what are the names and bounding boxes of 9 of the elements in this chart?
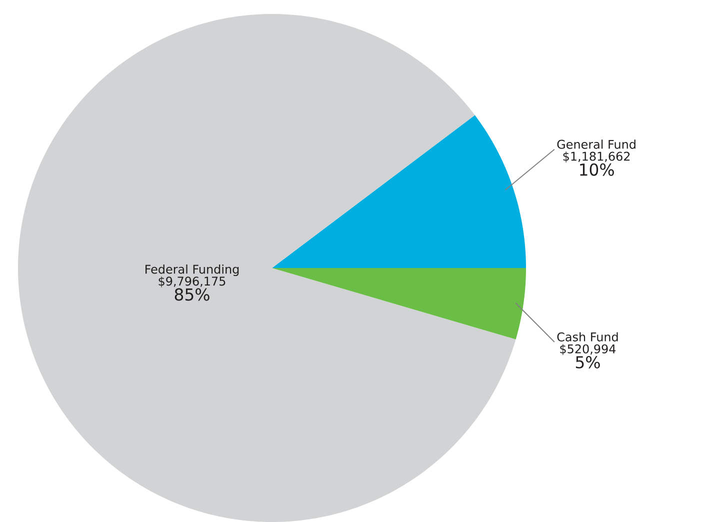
data-label: $520,994 [560,344,616,355]
data-label: $9,796,175 [158,276,226,288]
slice-label: Cash Fund [557,332,618,342]
text: 5% [576,356,600,368]
text: 10% [580,163,614,176]
text: 85% [174,288,210,301]
data-label: $1,181,662 [563,152,630,162]
slice-label: General Fund [557,140,636,149]
slice-label: Federal Funding [146,264,239,276]
